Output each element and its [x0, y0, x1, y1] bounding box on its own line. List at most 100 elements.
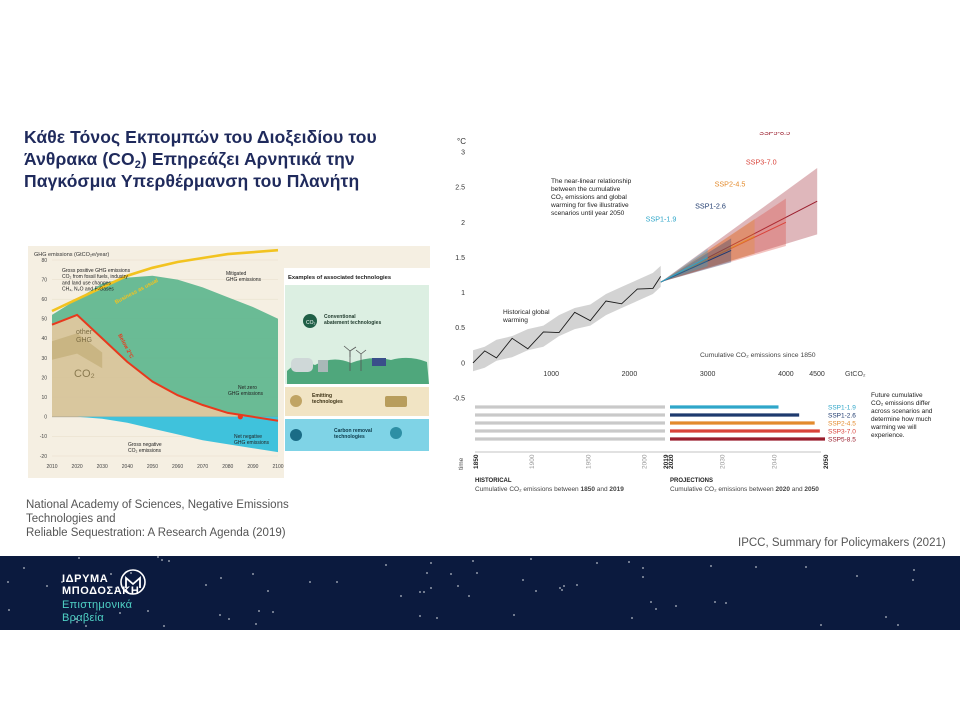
scenario-fan — [660, 168, 818, 283]
star-dot — [252, 572, 255, 575]
ghg-ytick-label: 40 — [41, 336, 47, 342]
star-dot — [219, 576, 222, 579]
unit-label: °C — [457, 137, 466, 146]
ghg-xtick-label: 2100 — [272, 464, 283, 470]
timeline-year-label: 2050 — [823, 454, 830, 469]
scenario-fans — [660, 168, 818, 283]
emissions-xtick-label: 4000 — [778, 371, 794, 378]
ghg-emissions-figure: GHG emissions (GtCO₂e/year) -20 -10 0 10 20 3… — [28, 246, 430, 478]
timeline-year-label: 1850 — [473, 454, 480, 469]
star-dot — [227, 617, 230, 620]
ghg-ytick-label: 50 — [41, 317, 47, 323]
scenario-bar-label: SSP2-4.5 — [828, 421, 856, 428]
scenario-label: SSP3-7.0 — [746, 157, 777, 166]
business-as-usual-line — [51, 248, 279, 313]
scenario-fan — [660, 248, 708, 283]
xaxis-unit: GtCO₂ — [845, 371, 866, 378]
ghg-xtick-label: 2090 — [247, 464, 258, 470]
power-plant-icon — [291, 358, 313, 372]
star-dot — [805, 566, 808, 569]
cooling-tower-icon — [318, 360, 328, 372]
scenario-label: SSP1-2.6 — [695, 201, 726, 210]
scenario-fan — [660, 238, 732, 283]
time-label: time — [458, 457, 465, 470]
star-dot — [271, 610, 274, 613]
star-dot — [754, 565, 757, 568]
scenario-median-line — [660, 235, 755, 283]
mitigated-label: Mitigated GHG emissions — [226, 271, 262, 283]
star-dot — [219, 614, 222, 617]
ghg-ytick-label: 30 — [41, 356, 47, 362]
solar-panel-icon — [372, 358, 386, 366]
emissions-xtick-label: 2000 — [622, 371, 638, 378]
other-ghg-label: other GHG — [76, 329, 94, 344]
ghg-xtick-label: 2050 — [147, 464, 158, 470]
footer-banner: ΙΔΡΥΜΑ ΜΠΟΔΟΣΑΚΗ Επιστημονικά Βραβεία — [0, 556, 960, 630]
star-dot — [78, 557, 81, 560]
historical-header: HISTORICAL — [475, 478, 512, 484]
star-dot — [471, 559, 474, 562]
star-dot — [535, 590, 538, 593]
net-zero-label: Net zero GHG emissions — [228, 385, 264, 397]
historical-line — [472, 276, 662, 364]
ipcc-warming-figure: °C -0.5 0 0.5 1 1.5 2 2.5 3 1000 2000 3000 4000 450… — [445, 132, 950, 498]
emitting-icon — [290, 395, 302, 407]
star-dot — [562, 584, 565, 587]
star-dot — [896, 623, 899, 626]
ghg-xaxis: 2010 2020 2030 2040 2050 2060 2070 2080 2090 2100 — [46, 464, 283, 470]
scenario-bar-label: SSP3-7.0 — [828, 429, 856, 436]
star-dot — [559, 586, 562, 589]
logo-line-2: ΜΠΟΔΟΣΑΚΗ — [62, 585, 140, 597]
warming-ytick-label: 1.5 — [455, 255, 465, 262]
star-dot — [23, 566, 26, 569]
star-dot — [418, 590, 421, 593]
ghg-ytick-label: 70 — [41, 277, 47, 283]
ghg-ytick-label: -10 — [40, 434, 47, 440]
star-dot — [162, 624, 165, 627]
star-dot — [855, 574, 858, 577]
net-negative-label: Net negative GHG emissions — [234, 434, 270, 446]
star-dot — [819, 623, 822, 626]
star-dot — [8, 608, 11, 611]
future-cumulative-note: Future cumulative CO₂ emissions differ a… — [870, 392, 934, 439]
gross-negative-label: Gross negative CO₂ emissions — [128, 442, 163, 454]
star-dot — [258, 609, 261, 612]
left-source-line-3: Reliable Sequestration: A Research Agend… — [26, 527, 286, 539]
gross-positive-label: Gross positive GHG emissions CO₂ from fo… — [62, 268, 131, 293]
star-dot — [76, 620, 79, 623]
warming-ytick-label: 1 — [461, 290, 465, 297]
ghg-ytick-label: 0 — [44, 415, 47, 421]
star-dot — [912, 578, 915, 581]
star-dot — [45, 584, 48, 587]
star-dot — [425, 572, 428, 575]
tech-3-label: Carbon removal technologies — [334, 428, 373, 440]
star-dot — [456, 585, 459, 588]
ghg-xtick-label: 2060 — [172, 464, 183, 470]
other-ghg-area — [52, 333, 103, 369]
abatement-icon-glyph: CO₂ — [306, 320, 316, 326]
star-dot — [709, 565, 712, 568]
warming-yaxis: -0.5 0 0.5 1 1.5 2 2.5 3 — [453, 150, 465, 403]
ghg-xtick-label: 2070 — [197, 464, 208, 470]
scenario-fan — [660, 198, 786, 283]
timeline-year-label: 2000 — [642, 454, 649, 469]
star-dot — [512, 614, 515, 617]
ghg-xtick-label: 2080 — [222, 464, 233, 470]
ghg-xtick-label: 2020 — [72, 464, 83, 470]
star-dot — [168, 559, 171, 562]
timeline-year-label: 2040 — [771, 454, 778, 469]
star-dot — [254, 622, 257, 625]
warming-ytick-label: 0.5 — [455, 325, 465, 332]
star-dot — [713, 600, 716, 603]
star-dot — [385, 563, 388, 566]
slide-title: Κάθε Τόνος Εκπομπών του Διοξειδίου του Ά… — [24, 127, 377, 191]
star-dot — [912, 569, 915, 572]
star-dot — [205, 583, 208, 586]
warming-ytick-label: 0 — [461, 360, 465, 367]
star-dot — [161, 558, 164, 561]
truck-icon — [385, 396, 407, 407]
xaxis-caption: Cumulative CO₂ emissions since 1850 — [700, 352, 816, 359]
star-dot — [129, 571, 132, 574]
star-dot — [655, 607, 658, 610]
logo-line-4: Βραβεία — [62, 612, 105, 624]
